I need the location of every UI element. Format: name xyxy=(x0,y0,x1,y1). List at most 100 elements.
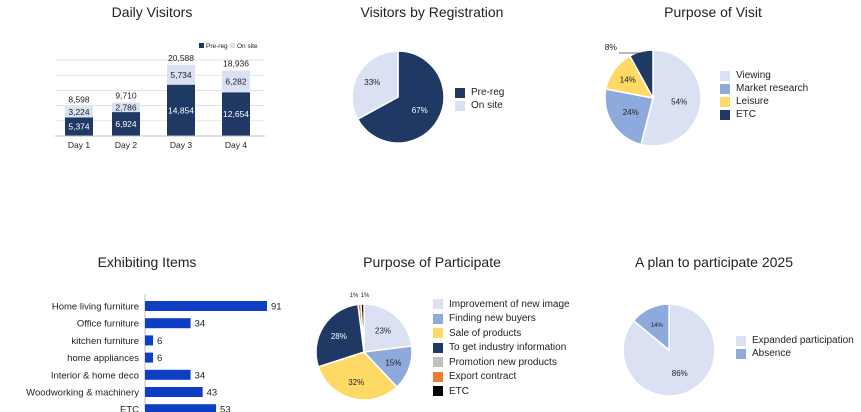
slice-label: 86% xyxy=(672,369,688,378)
chart-title-exhibiting-items: Exhibiting Items xyxy=(97,254,197,270)
legend-label: Market research xyxy=(736,83,809,94)
data-label-on-site: 2,786 xyxy=(115,102,137,112)
pie-slice xyxy=(356,50,445,144)
slice-label: 54% xyxy=(671,97,687,106)
legend-swatch xyxy=(433,357,443,368)
pie-slice xyxy=(351,50,399,121)
legend-swatch xyxy=(736,335,746,346)
exhibiting-items-chart: Home living furniture 91 Office furniture 3… xyxy=(26,294,282,412)
data-label-pre-reg: 14,854 xyxy=(168,105,194,115)
legend-item-absence: Absence xyxy=(736,347,854,360)
legend-label: Export contract xyxy=(449,371,517,383)
data-label: 34 xyxy=(195,319,206,330)
purpose-participate-pie-chart: 23% 15% 32% 28% 1% 1% xyxy=(315,293,413,401)
slice-label-export: 1% xyxy=(350,293,359,299)
slice-label: 15% xyxy=(385,359,401,368)
legend-swatch xyxy=(433,371,443,382)
legend-swatch-on-site xyxy=(230,43,235,48)
chart-title-plan-2025: A plan to participate 2025 xyxy=(634,254,794,270)
legend-item-viewing: Viewing xyxy=(720,69,808,82)
legend-swatch xyxy=(433,313,443,324)
y-tick-label: ETC xyxy=(120,405,139,412)
bar-pre-reg xyxy=(65,117,93,136)
bar xyxy=(145,387,203,397)
purpose-visit-legend: Viewing Market research Leisure ETC xyxy=(720,69,808,121)
pie-slice xyxy=(604,88,654,146)
data-label: 53 xyxy=(220,405,231,412)
legend-label: Viewing xyxy=(736,70,771,81)
legend-label: Leisure xyxy=(736,96,769,107)
bar xyxy=(145,404,217,412)
x-tick-label: Day 3 xyxy=(170,140,192,150)
legend-swatch xyxy=(433,299,443,310)
legend-item-etc: ETC xyxy=(433,384,570,399)
legend-label: Improvement of new image xyxy=(449,298,570,310)
y-tick-label: Home living furniture xyxy=(52,302,139,313)
legend-swatch xyxy=(720,83,730,94)
pie-slice xyxy=(632,303,670,352)
slice-label-etc: 1% xyxy=(361,293,370,299)
data-label-pre-reg: 6,924 xyxy=(115,119,137,129)
legend-swatch xyxy=(720,96,730,107)
pie-slice xyxy=(317,351,398,401)
slice-label: 14% xyxy=(651,323,664,329)
pie-slice xyxy=(360,303,365,353)
legend-label: ETC xyxy=(449,385,469,397)
legend-label: Expanded participation xyxy=(752,335,854,346)
purpose-participate-legend: Improvement of new image Finding new buy… xyxy=(433,297,570,399)
slice-label: 28% xyxy=(331,332,347,341)
legend-item-expanded: Expanded participation xyxy=(736,334,854,347)
chart-title-daily-visitors: Daily Visitors xyxy=(111,4,193,20)
slice-label: 23% xyxy=(375,326,391,335)
pie-slice xyxy=(628,49,654,99)
chart-title-purpose-visit: Purpose of Visit xyxy=(664,4,762,20)
legend-label: On site xyxy=(471,100,503,111)
legend-item-sale: Sale of products xyxy=(433,326,570,341)
legend-item-on-site: On site xyxy=(455,99,504,112)
legend-label: ETC xyxy=(736,109,756,120)
y-tick-label: Woodworking & machinery xyxy=(26,388,139,399)
legend-label: To get industry information xyxy=(449,342,567,354)
legend-label: Promotion new products xyxy=(449,356,557,368)
pie-slice xyxy=(315,303,365,368)
bar-pre-reg xyxy=(112,112,140,136)
bar-on-site xyxy=(65,106,93,118)
x-tick-label: Day 4 xyxy=(225,140,247,150)
bar-pre-reg xyxy=(222,92,250,136)
chart-title-registration: Visitors by Registration xyxy=(360,4,504,20)
legend-label: Finding new buyers xyxy=(449,313,536,325)
legend-swatch xyxy=(736,348,746,359)
data-label-total: 9,710 xyxy=(115,90,137,100)
legend-swatch xyxy=(433,386,443,397)
data-label-pre-reg: 5,374 xyxy=(68,122,90,132)
bar-on-site xyxy=(112,102,140,113)
chart-title-purpose-participate: Purpose of Participate xyxy=(363,254,501,270)
bar xyxy=(145,369,191,380)
data-label: 34 xyxy=(195,370,206,381)
legend-label-on-site: On site xyxy=(237,43,258,50)
legend-label: Pre-reg xyxy=(471,87,505,98)
legend-item-improvement: Improvement of new image xyxy=(433,297,570,312)
data-label: 91 xyxy=(271,302,282,313)
legend-item-pre-reg: Pre-reg xyxy=(455,86,504,99)
legend-item-new-buyers: Finding new buyers xyxy=(433,312,570,327)
data-label-total: 8,598 xyxy=(68,94,90,104)
data-label-total: 20,588 xyxy=(168,53,194,63)
data-label-on-site: 6,282 xyxy=(225,76,247,86)
y-tick-label: Office furniture xyxy=(77,319,139,330)
purpose-visit-pie-chart: 54% 24% 14% 8% xyxy=(604,42,702,147)
x-tick-label: Day 2 xyxy=(115,140,137,150)
daily-visitors-chart: Pre-reg On site 5,374 3,224 8,598 Day 1 6,924 2… xyxy=(55,43,265,150)
registration-legend: Pre-reg On site xyxy=(455,86,504,112)
y-tick-label: kitchen furniture xyxy=(71,336,139,347)
data-label-total: 18,936 xyxy=(223,59,249,69)
legend-label-pre-reg: Pre-reg xyxy=(206,43,228,50)
data-label-pre-reg: 12,654 xyxy=(223,109,249,119)
legend-item-etc: ETC xyxy=(720,108,808,121)
legend-swatch-pre-reg xyxy=(199,43,204,48)
legend-swatch xyxy=(455,100,465,111)
slice-label-etc: 8% xyxy=(605,42,618,52)
bar xyxy=(145,352,154,363)
registration-pie-chart: 67% 33% xyxy=(351,50,445,144)
pie-slice xyxy=(363,303,413,353)
